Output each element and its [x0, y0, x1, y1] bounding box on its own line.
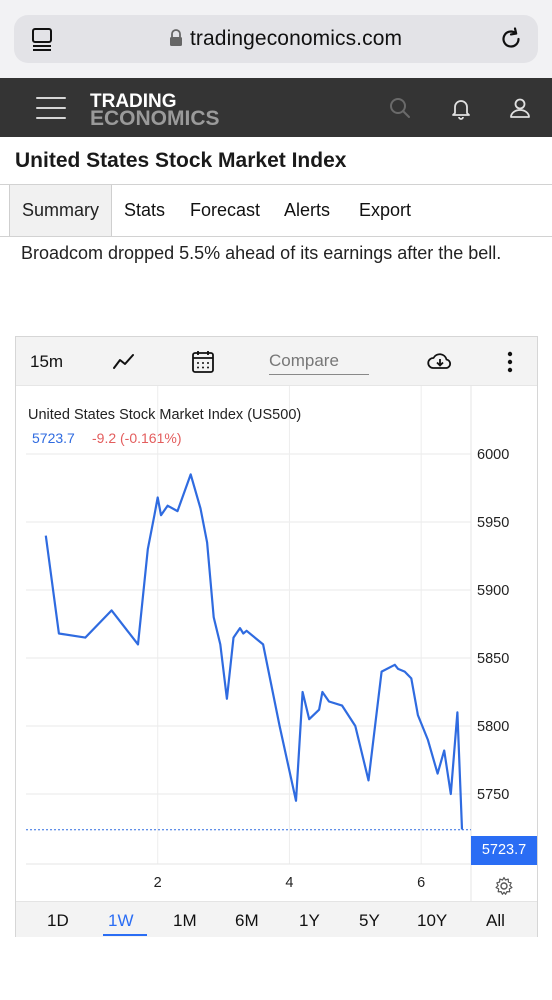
range-1m[interactable]: 1M — [173, 911, 197, 930]
range-selector: 1D 1W 1M 6M 1Y 5Y 10Y All — [16, 901, 537, 937]
range-all[interactable]: All — [486, 911, 505, 930]
site-logo[interactable]: TRADING ECONOMICS — [90, 91, 220, 130]
chart-widget: 15m Compare 5750 5800 5850 5900 5950 6000 2 4 6 … — [15, 336, 538, 937]
chart-toolbar: 15m Compare — [16, 337, 537, 386]
range-6m[interactable]: 6M — [235, 911, 259, 930]
y-tick-label: 5750 — [477, 787, 509, 803]
range-5y[interactable]: 5Y — [359, 911, 380, 930]
interval-selector[interactable]: 15m — [30, 352, 64, 371]
chart-title: United States Stock Market Index (US500) — [28, 407, 302, 423]
price-chart[interactable]: 5750 5800 5850 5900 5950 6000 2 4 6 United State… — [16, 386, 537, 901]
url-text[interactable]: tradingeconomics.com — [190, 27, 403, 50]
price-chart-canvas: 5750 5800 5850 5900 5950 6000 2 4 6 — [26, 386, 537, 901]
user-icon[interactable] — [508, 96, 532, 120]
download-icon[interactable] — [426, 349, 454, 375]
browser-chrome: tradingeconomics.com — [0, 0, 552, 78]
compare-input[interactable]: Compare — [269, 351, 369, 375]
y-tick-label: 5850 — [477, 651, 509, 667]
tab-stats[interactable]: Stats — [124, 200, 166, 220]
range-1d[interactable]: 1D — [47, 911, 69, 930]
news-description: Broadcom dropped 5.5% ahead of its earni… — [21, 243, 502, 263]
range-10y[interactable]: 10Y — [417, 911, 448, 930]
tab-summary[interactable]: Summary — [9, 185, 113, 236]
line-chart-icon[interactable] — [112, 349, 138, 375]
range-1w[interactable]: 1W — [108, 911, 134, 930]
range-1y[interactable]: 1Y — [299, 911, 320, 930]
chart-change: -9.2 (-0.161%) — [92, 430, 182, 446]
section-tabs: Summary Stats Forecast Alerts Export — [0, 184, 552, 237]
y-tick-label: 5950 — [477, 515, 509, 531]
x-tick-label: 4 — [285, 875, 293, 891]
x-tick-label: 6 — [417, 875, 425, 891]
site-header: TRADING ECONOMICS — [0, 78, 552, 137]
y-tick-label: 6000 — [477, 447, 509, 463]
x-tick-label: 2 — [154, 875, 162, 891]
active-range-underline — [103, 934, 147, 936]
calendar-icon[interactable] — [190, 349, 216, 375]
address-bar[interactable]: tradingeconomics.com — [14, 15, 538, 63]
page-title: United States Stock Market Index — [15, 149, 347, 172]
y-tick-label: 5800 — [477, 719, 509, 735]
tab-export[interactable]: Export — [359, 200, 412, 220]
last-price-badge: 5723.7 — [471, 836, 537, 865]
tab-alerts[interactable]: Alerts — [284, 200, 331, 220]
search-icon[interactable] — [388, 96, 412, 120]
tab-forecast[interactable]: Forecast — [190, 200, 261, 220]
series-line-us500 — [44, 473, 464, 830]
more-icon[interactable] — [502, 349, 518, 375]
tabs-icon[interactable] — [30, 27, 54, 51]
bell-icon[interactable] — [449, 96, 473, 120]
reload-icon[interactable] — [498, 26, 524, 52]
lock-icon — [170, 29, 182, 46]
y-tick-label: 5900 — [477, 583, 509, 599]
gear-icon[interactable] — [494, 876, 514, 896]
menu-icon[interactable] — [36, 97, 66, 119]
chart-last-price: 5723.7 — [32, 430, 75, 446]
